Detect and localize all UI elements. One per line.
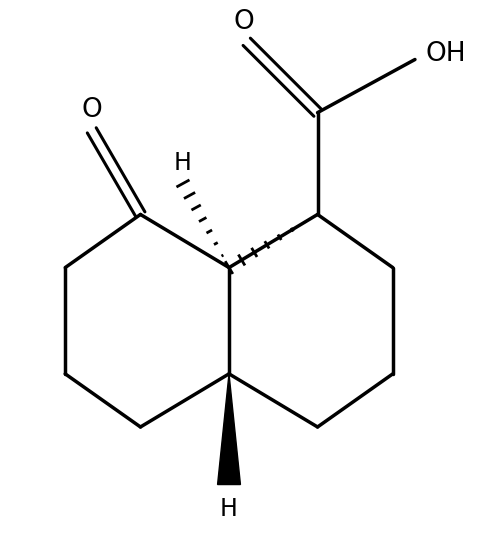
Text: H: H xyxy=(220,497,238,521)
Text: H: H xyxy=(174,151,192,175)
Text: O: O xyxy=(234,9,254,35)
Polygon shape xyxy=(218,374,241,485)
Text: O: O xyxy=(81,98,102,124)
Text: OH: OH xyxy=(425,41,466,67)
